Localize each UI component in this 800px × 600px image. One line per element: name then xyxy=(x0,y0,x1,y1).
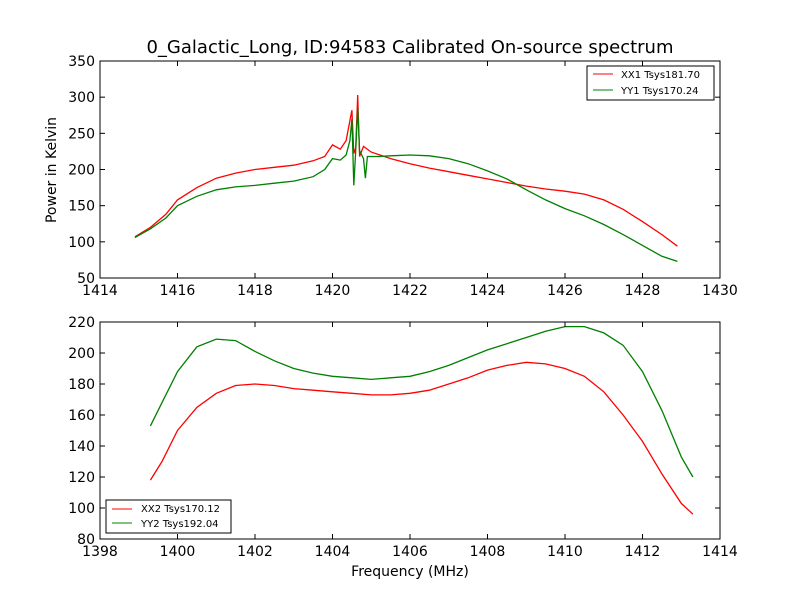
y-tick-label: 200 xyxy=(68,346,95,362)
bottom-plot-frame xyxy=(99,321,721,540)
legend-label-xx2: XX2 Tsys170.12 xyxy=(141,504,220,515)
y-axis-label: Power in Kelvin xyxy=(44,117,60,223)
legend-label-yy1: YY1 Tsys170.24 xyxy=(620,86,699,97)
y-tick-label: 160 xyxy=(68,408,95,424)
top-panel: 0_Galactic_Long, ID:94583 Calibrated On-… xyxy=(44,37,738,299)
y-tick-label: 80 xyxy=(77,532,95,548)
series-line-green xyxy=(134,107,678,263)
x-tick-label: 1400 xyxy=(160,544,196,560)
legend-label-xx1: XX1 Tsys181.70 xyxy=(621,70,700,81)
y-tick-label: 120 xyxy=(68,470,95,486)
bottom-series-layer xyxy=(149,325,694,515)
top-plot-frame xyxy=(99,60,721,279)
legend-label-yy2: YY2 Tsys192.04 xyxy=(140,519,219,530)
x-tick-label: 1406 xyxy=(392,544,428,560)
x-tick-label: 1428 xyxy=(625,283,661,299)
x-tick-label: 1420 xyxy=(315,283,351,299)
x-tick-label: 1404 xyxy=(315,544,351,560)
x-tick-label: 1402 xyxy=(237,544,273,560)
x-tick-label: 1408 xyxy=(470,544,506,560)
legend-box xyxy=(586,65,715,101)
top-axis-ticks: 1414 1416 1418 1420 1422 1424 1426 1428 1430 50 10… xyxy=(68,54,738,299)
x-tick-label: 1426 xyxy=(547,283,583,299)
top-series-layer xyxy=(134,94,678,263)
y-tick-label: 100 xyxy=(68,501,95,517)
top-legend: XX1 Tsys181.70 YY1 Tsys170.24 xyxy=(586,65,715,101)
x-tick-label: 1422 xyxy=(392,283,428,299)
y-tick-label: 50 xyxy=(77,271,95,287)
x-tick-label: 1414 xyxy=(82,283,118,299)
x-tick-label: 1412 xyxy=(625,544,661,560)
series-line-green xyxy=(149,325,694,478)
y-tick-label: 250 xyxy=(68,126,95,142)
y-tick-label: 350 xyxy=(68,54,95,70)
x-axis-label: Frequency (MHz) xyxy=(351,564,469,580)
bottom-legend: XX2 Tsys170.12 YY2 Tsys192.04 xyxy=(105,499,232,534)
y-tick-label: 140 xyxy=(68,439,95,455)
bottom-panel: Frequency (MHz) 1398 1400 1402 1404 1406 1408… xyxy=(68,315,738,580)
chart-title: 0_Galactic_Long, ID:94583 Calibrated On-… xyxy=(146,37,673,58)
y-tick-label: 200 xyxy=(68,163,95,179)
y-tick-label: 300 xyxy=(68,90,95,106)
y-tick-label: 100 xyxy=(68,235,95,251)
x-tick-label: 1416 xyxy=(160,283,196,299)
legend-box xyxy=(105,499,232,534)
x-tick-label: 1414 xyxy=(702,544,738,560)
y-tick-label: 220 xyxy=(68,315,95,331)
x-tick-label: 1398 xyxy=(82,544,118,560)
y-tick-label: 180 xyxy=(68,377,95,393)
x-tick-label: 1418 xyxy=(237,283,273,299)
series-line-red xyxy=(149,361,694,515)
y-tick-label: 150 xyxy=(68,199,95,215)
x-tick-label: 1430 xyxy=(702,283,738,299)
x-tick-label: 1410 xyxy=(547,544,583,560)
x-tick-label: 1424 xyxy=(470,283,506,299)
